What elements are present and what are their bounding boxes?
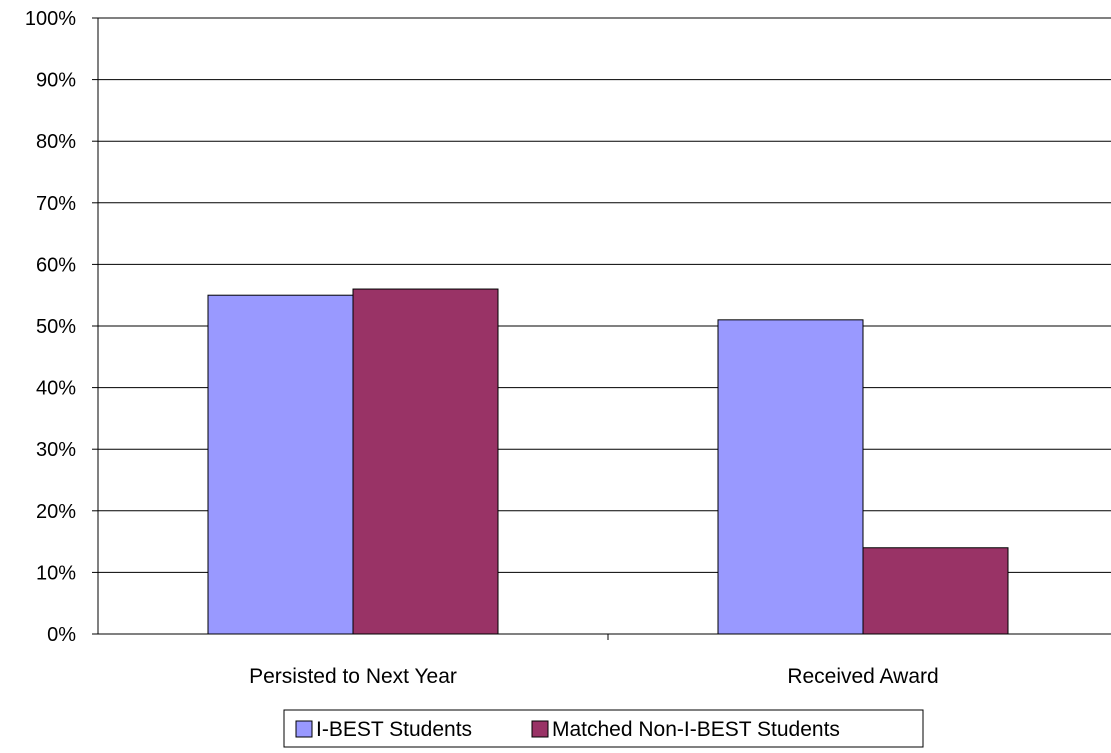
y-tick-label: 80% — [36, 131, 76, 153]
y-tick-label: 20% — [36, 501, 76, 523]
y-tick-label: 30% — [36, 439, 76, 461]
legend-box — [283, 709, 924, 748]
y-tick-label: 40% — [36, 378, 76, 400]
legend: I-BEST Students Matched Non-I-BEST Studen… — [283, 709, 924, 748]
y-tick-label: 70% — [36, 193, 76, 215]
y-tick-label: 50% — [36, 316, 76, 338]
y-axis-tick-labels: 0% 10% 20% 30% 40% 50% 60% 70% 80% 90% 100% — [25, 8, 76, 646]
legend-swatch — [531, 720, 549, 738]
bar — [862, 547, 1009, 635]
axes — [92, 17, 1111, 640]
bars — [207, 288, 1009, 635]
y-tick-label: 90% — [36, 70, 76, 92]
bar — [207, 294, 354, 635]
x-tick-label: Persisted to Next Year — [249, 665, 457, 688]
y-tick-label: 0% — [47, 624, 76, 646]
x-axis-tick-labels: Persisted to Next Year Received Award — [249, 665, 939, 688]
y-tick-label: 60% — [36, 254, 76, 276]
bar — [717, 319, 864, 635]
legend-label: Matched Non-I-BEST Students — [552, 718, 840, 741]
y-tick-label: 100% — [25, 8, 76, 30]
bar — [352, 288, 499, 635]
y-tick-label: 10% — [36, 562, 76, 584]
legend-label: I-BEST Students — [316, 718, 472, 741]
x-tick-label: Received Award — [787, 665, 938, 688]
legend-swatch — [295, 720, 313, 738]
